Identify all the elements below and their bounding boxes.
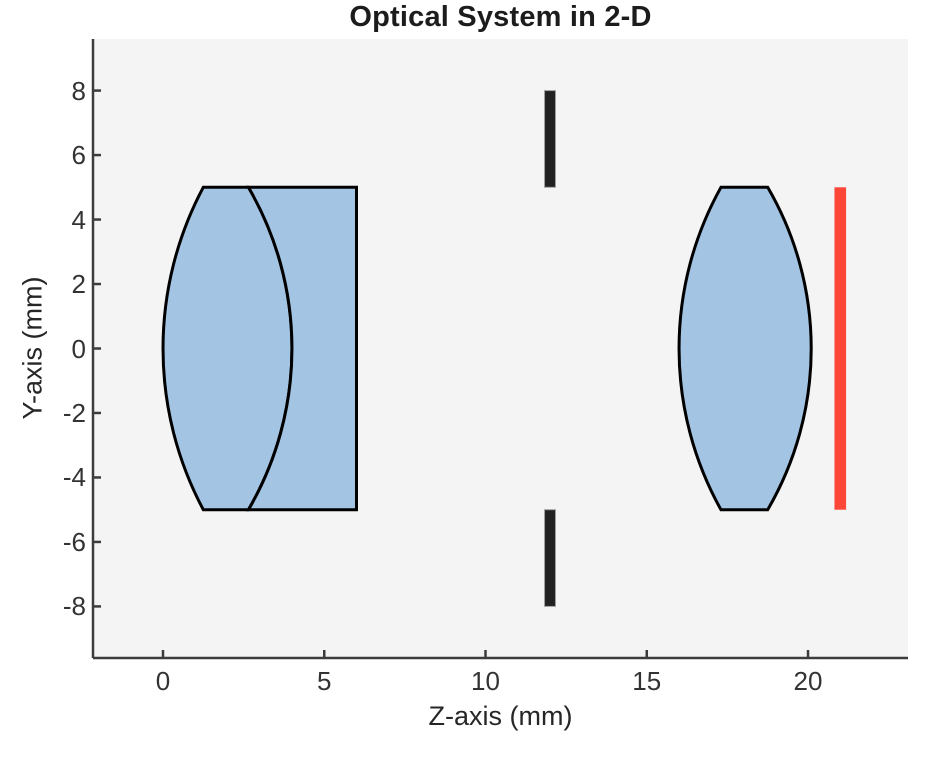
x-axis-label: Z-axis (mm) — [428, 701, 573, 731]
x-tick-label: 0 — [155, 666, 171, 696]
doublet-lens-element-2 — [245, 185, 358, 512]
x-tick-label: 15 — [632, 666, 662, 696]
y-tick-label: -4 — [62, 462, 86, 493]
y-tick-label: -6 — [62, 526, 86, 557]
y-tick-label: -2 — [62, 397, 86, 428]
x-tick-label: 10 — [471, 666, 500, 696]
y-tick-label: 6 — [71, 140, 86, 171]
x-tick-label: 5 — [317, 666, 332, 696]
x-tick-label: 20 — [793, 666, 823, 696]
aperture-stop-top-blade — [544, 90, 556, 188]
y-tick-label: -8 — [62, 591, 86, 622]
y-tick-label: 2 — [71, 269, 86, 300]
chart-title: Optical System in 2-D — [349, 1, 652, 33]
biconvex-singlet-lens — [677, 185, 813, 512]
aperture-stop-bottom-blade — [544, 509, 556, 607]
y-tick-label: 0 — [71, 333, 86, 364]
y-tick-label: 8 — [71, 75, 86, 106]
image-plane-marker — [834, 187, 847, 510]
y-tick-label: 4 — [71, 204, 86, 235]
